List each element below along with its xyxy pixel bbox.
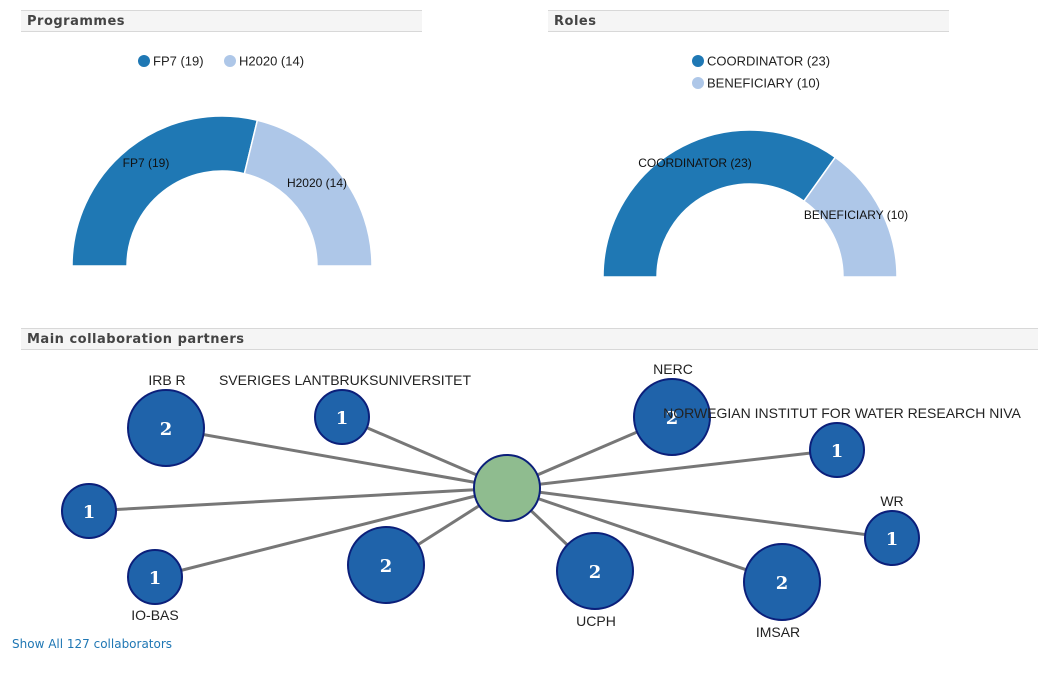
partner-node-count: 2 [380, 556, 393, 577]
partner-node-circle [127, 549, 183, 605]
edge [165, 426, 508, 490]
partner-node-count: 2 [776, 573, 789, 594]
slice-label-fp7: FP7 (19) [123, 156, 170, 170]
partner-node-label: UCPH [576, 613, 616, 629]
show-all-collaborators-link[interactable]: Show All 127 collaborators [12, 637, 173, 651]
edge [506, 486, 783, 584]
legend-label: H2020 (14) [239, 54, 304, 69]
partner-node-label: IMSAR [756, 624, 800, 640]
partner-node-label: IRB R [148, 372, 185, 388]
legend-item-beneficiary[interactable]: BENEFICIARY (10) [692, 76, 820, 91]
collaboration-network: 2 1 2 1 1 1 1 2 2 2 IRB R SVERIGES LANTBRUKSUNIVERS… [61, 361, 1022, 640]
partner-node[interactable]: 1 [314, 389, 370, 445]
legend-swatch [224, 55, 236, 67]
partner-node-circle [127, 389, 205, 467]
center-node[interactable] [473, 454, 541, 522]
partner-node[interactable]: 1 [61, 483, 117, 539]
slice-coordinator[interactable] [602, 129, 837, 278]
partner-node-count: 1 [149, 568, 162, 589]
legend-label: BENEFICIARY (10) [707, 76, 820, 91]
partner-node-count: 2 [666, 408, 679, 429]
partner-node[interactable]: 2 [127, 389, 205, 467]
partner-node-circle [556, 532, 634, 610]
legend-swatch [138, 55, 150, 67]
edge [506, 486, 893, 540]
partner-node-circle [633, 378, 711, 456]
partner-node-circle [743, 543, 821, 621]
partner-node[interactable]: 1 [127, 549, 183, 605]
legend-item-coordinator[interactable]: COORDINATOR (23) [692, 54, 830, 69]
partner-node[interactable]: 2 [633, 378, 711, 456]
slice-beneficiary[interactable] [802, 156, 898, 278]
partner-node-label: SVERIGES LANTBRUKSUNIVERSITET [219, 372, 472, 388]
legend-item-fp7[interactable]: FP7 (19) [138, 54, 204, 69]
collab-title: Main collaboration partners [27, 332, 245, 347]
partner-node-count: 2 [589, 562, 602, 583]
legend-label: FP7 (19) [153, 54, 204, 69]
legend-swatch [692, 55, 704, 67]
partner-node-count: 1 [336, 408, 349, 429]
edge [506, 448, 838, 490]
roles-title: Roles [554, 14, 597, 29]
edge [88, 486, 508, 513]
roles-chart: COORDINATOR (23) BENEFICIARY (10) COORDINA… [602, 54, 908, 278]
programmes-title: Programmes [27, 14, 126, 29]
partner-node[interactable]: 2 [347, 526, 425, 604]
partner-node-count: 1 [886, 529, 899, 550]
partner-node-circle [809, 422, 865, 478]
partner-node-count: 1 [83, 502, 96, 523]
partner-node[interactable]: 2 [743, 543, 821, 621]
partner-node-circle [314, 389, 370, 445]
partner-node-label: NERC [653, 361, 693, 377]
partner-node[interactable]: 2 [556, 532, 634, 610]
legend-item-h2020[interactable]: H2020 (14) [224, 54, 304, 69]
programmes-chart: FP7 (19) H2020 (14) FP7 (19) H2020 (14) [71, 54, 373, 267]
partner-node-label: IO-BAS [131, 607, 178, 623]
slice-label-beneficiary: BENEFICIARY (10) [804, 208, 908, 222]
partner-node-label: WR [880, 493, 903, 509]
partner-node-count: 2 [160, 419, 173, 440]
partner-node-circle [347, 526, 425, 604]
partner-node-count: 1 [831, 441, 844, 462]
slice-label-coordinator: COORDINATOR (23) [638, 156, 752, 170]
slice-h2020[interactable] [243, 119, 373, 267]
slice-fp7[interactable] [71, 115, 259, 267]
partner-node-label: NORWEGIAN INSTITUT FOR WATER RESEARCH NI… [663, 405, 1021, 421]
edge [154, 486, 508, 579]
collab-header: Main collaboration partners [21, 328, 1038, 350]
partner-node[interactable]: 1 [809, 422, 865, 478]
legend-swatch [692, 77, 704, 89]
partner-node[interactable]: 1 [864, 510, 920, 566]
programmes-header: Programmes [21, 10, 422, 32]
roles-header: Roles [548, 10, 949, 32]
partner-node-circle [864, 510, 920, 566]
partner-node-circle [61, 483, 117, 539]
slice-label-h2020: H2020 (14) [287, 176, 347, 190]
legend-label: COORDINATOR (23) [707, 54, 830, 69]
